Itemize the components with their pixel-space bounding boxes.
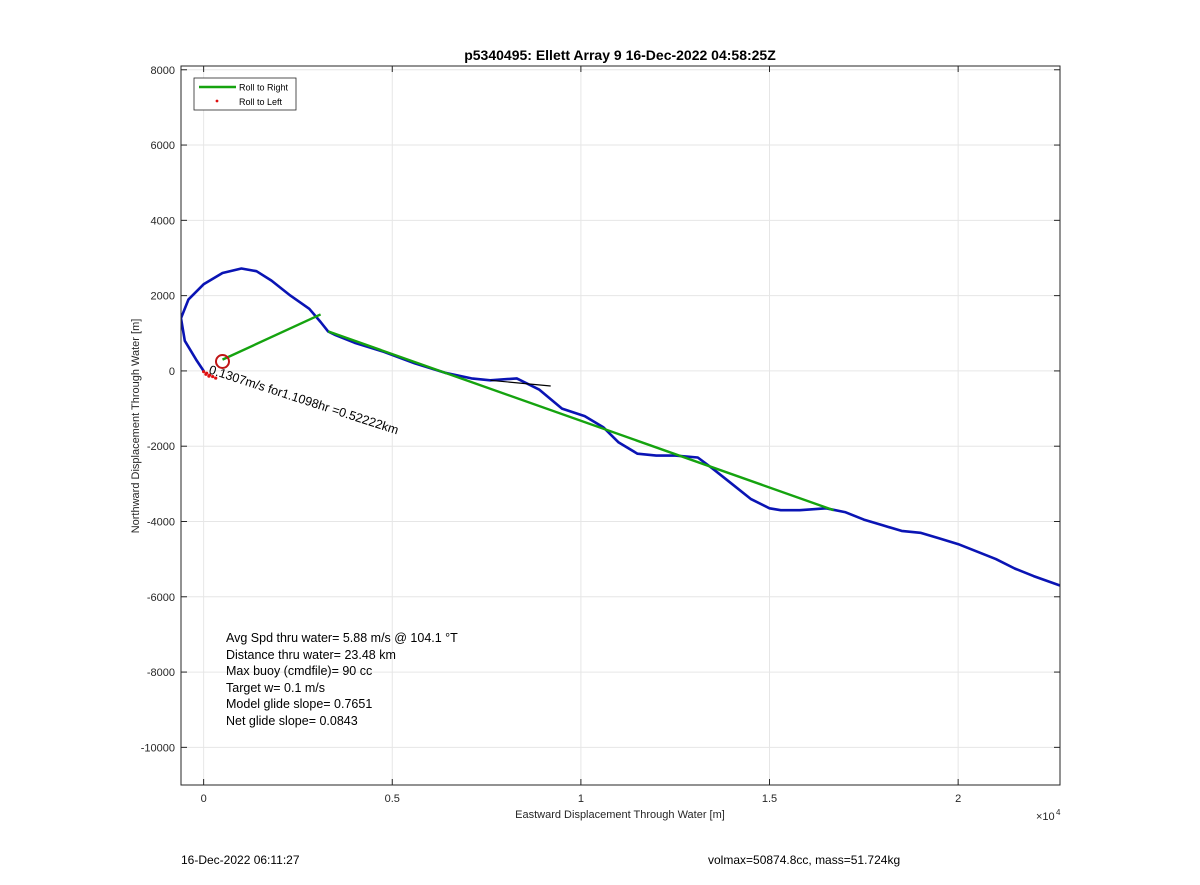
stat-avg-speed: Avg Spd thru water= 5.88 m/s @ 104.1 °T xyxy=(226,631,458,645)
roll-left-point xyxy=(214,376,218,380)
axis-ticks: 0 0.5 1 1.5 2 -10000 -8000 -6000 -4000 -2000 0 2000… xyxy=(141,65,1060,805)
x-tick-label: 0 xyxy=(201,793,207,805)
x-axis-label: Eastward Displacement Through Water [m] xyxy=(515,809,725,821)
legend-box xyxy=(193,77,297,111)
y-tick-label: 2000 xyxy=(151,291,175,303)
grid-lines xyxy=(181,66,1060,785)
stat-net-glide-slope: Net glide slope= 0.0843 xyxy=(226,714,358,728)
y-tick-label: 8000 xyxy=(151,65,175,77)
y-tick-label: -10000 xyxy=(141,742,175,754)
roll-left-point xyxy=(211,374,215,379)
legend-roll-left-label: Roll to Left xyxy=(239,97,283,107)
stat-target-w: Target w= 0.1 m/s xyxy=(226,681,325,695)
roll-right-segment xyxy=(327,330,835,512)
footer-volmax-mass: volmax=50874.8cc, mass=51.724kg xyxy=(708,853,901,867)
y-axis-label: Northward Displacement Through Water [m] xyxy=(130,319,142,534)
chart-title: p5340495: Ellett Array 9 16-Dec-2022 04:… xyxy=(464,47,776,63)
drift-segment-line xyxy=(490,379,551,387)
y-tick-label: -6000 xyxy=(147,592,175,604)
y-tick-label: -2000 xyxy=(147,441,175,453)
x-tick-label: 1 xyxy=(578,793,584,805)
stats-annotation: Avg Spd thru water= 5.88 m/s @ 104.1 °T … xyxy=(226,631,458,728)
stat-max-buoy: Max buoy (cmdfile)= 90 cc xyxy=(226,664,372,678)
stat-model-glide-slope: Model glide slope= 0.7651 xyxy=(226,697,372,711)
trajectory-line xyxy=(181,267,1060,587)
x-tick-label: 0.5 xyxy=(385,793,400,805)
roll-left-point xyxy=(202,370,206,374)
y-tick-label: 0 xyxy=(169,366,175,378)
x-axis-exponent: ×10 4 xyxy=(1036,808,1061,823)
x-tick-label: 2 xyxy=(955,793,961,805)
x-exponent-power: 4 xyxy=(1056,808,1061,817)
plot-area-frame xyxy=(180,65,1061,786)
plot-series xyxy=(181,267,1060,587)
y-tick-label: 6000 xyxy=(151,140,175,152)
start-position-marker xyxy=(214,354,230,370)
footer-timestamp: 16-Dec-2022 06:11:27 xyxy=(181,853,300,867)
y-tick-label: 4000 xyxy=(151,215,175,227)
y-tick-label: -8000 xyxy=(147,667,175,679)
x-exponent-base: ×10 xyxy=(1036,811,1055,823)
x-tick-label: 1.5 xyxy=(762,793,777,805)
legend: Roll to Right Roll to Left xyxy=(193,77,297,111)
roll-left-point xyxy=(207,374,211,378)
stat-distance: Distance thru water= 23.48 km xyxy=(226,648,396,662)
y-tick-label: -4000 xyxy=(147,516,175,528)
legend-roll-left-swatch xyxy=(215,99,219,103)
legend-roll-right-label: Roll to Right xyxy=(239,83,289,93)
plot-clipped-group xyxy=(181,267,1060,587)
roll-left-point xyxy=(204,372,208,376)
roll-right-segment xyxy=(221,313,322,361)
